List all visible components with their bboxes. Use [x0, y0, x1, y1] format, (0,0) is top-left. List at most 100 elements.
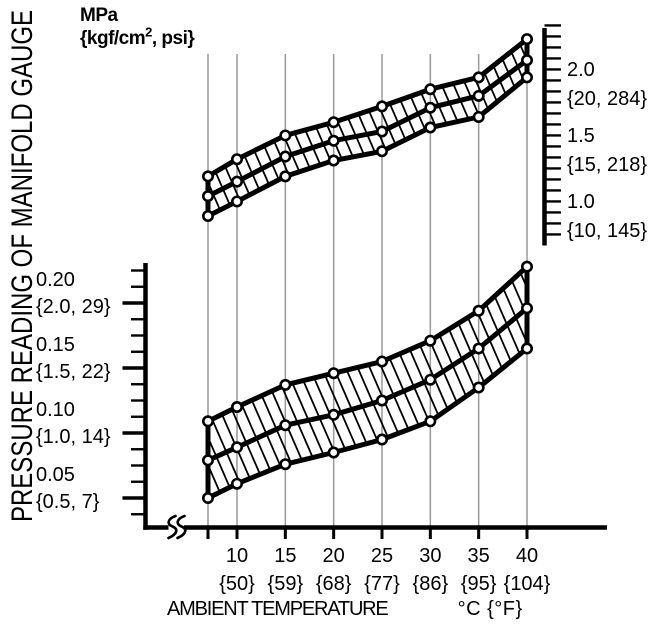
data-point-marker	[231, 195, 244, 208]
x-axis-label-20-alt: {68}	[315, 573, 352, 595]
x-axis-label-40: 40 {104}	[504, 542, 551, 598]
x-axis-label-20: 20 {68}	[316, 542, 352, 598]
data-point-marker	[520, 71, 533, 84]
low-side-lower-line	[206, 346, 529, 501]
data-point-marker	[279, 150, 292, 163]
axis-break-icon	[167, 514, 187, 540]
data-point-marker	[472, 110, 485, 123]
high-axis-label-2.0: 2.0 {20, 284}	[567, 56, 647, 114]
pressure-unit-label: MPa {kgf/cm2, psi}	[80, 4, 195, 50]
pressure-unit-alt-pre: {kgf/cm	[80, 28, 146, 49]
data-point-marker	[520, 260, 533, 273]
low-axis-label-0.10: 0.10 {1.0, 14}	[36, 397, 111, 451]
data-point-marker	[327, 446, 340, 459]
data-point-marker	[520, 33, 533, 46]
data-point-marker	[327, 408, 340, 421]
low-axis-label-0.10-value: 0.10	[36, 399, 75, 421]
x-axis-title: AMBIENT TEMPERATURE °C {°F}	[167, 598, 523, 621]
low-axis-label-0.05: 0.05 {0.5, 7}	[36, 462, 99, 516]
low-side-upper-line	[206, 264, 529, 424]
low-side-data-point-markers	[202, 260, 533, 504]
high-axis-label-1.5-value: 1.5	[567, 125, 595, 147]
data-point-marker	[279, 458, 292, 471]
data-point-marker	[375, 145, 388, 158]
data-point-marker	[279, 378, 292, 391]
x-axis-label-40-value: 40	[515, 545, 539, 567]
data-point-marker	[472, 304, 485, 317]
high-side-upper-line	[206, 37, 529, 179]
high-axis-label-1.0: 1.0 {10, 145}	[567, 188, 647, 246]
data-point-marker	[202, 190, 215, 203]
hatch-line	[208, 266, 237, 498]
data-point-marker	[231, 153, 244, 166]
hatch-line	[208, 266, 249, 498]
high-axis-label-1.0-value: 1.0	[567, 191, 595, 213]
data-point-marker	[424, 121, 437, 134]
high-side-lower-line	[206, 75, 529, 219]
data-point-marker	[202, 415, 215, 428]
x-axis-label-30-alt: {86}	[412, 573, 449, 595]
data-point-marker	[375, 394, 388, 407]
x-axis-label-35: 35 {95}	[461, 542, 497, 598]
x-axis-unit-text: °C {°F}	[457, 598, 523, 620]
high-axis-label-1.5-alt: {15, 218}	[567, 154, 648, 176]
x-axis-label-30-value: 30	[419, 545, 442, 567]
high-axis-label-1.5: 1.5 {15, 218}	[567, 122, 647, 180]
data-point-marker	[472, 89, 485, 102]
data-point-marker	[231, 441, 244, 454]
data-point-marker	[279, 129, 292, 142]
x-axis-label-25: 25 {77}	[364, 542, 400, 598]
data-point-marker	[231, 477, 244, 490]
high-axis-label-1.0-alt: {10, 145}	[567, 220, 648, 242]
low-axis-label-0.20: 0.20 {2.0, 29}	[36, 267, 111, 321]
low-axis-label-0.05-alt: {0.5, 7}	[36, 491, 100, 513]
low-axis-label-0.15: 0.15 {1.5, 22}	[36, 332, 111, 386]
y-axis-title: PRESSURE READING OF MANIFOLD GAUGE	[6, 9, 39, 523]
pressure-unit-alt-sup: 2	[145, 24, 152, 40]
data-point-marker	[327, 367, 340, 380]
data-point-marker	[279, 170, 292, 183]
x-axis-label-15-value: 15	[274, 545, 297, 567]
axes	[143, 28, 607, 530]
data-point-marker	[202, 209, 215, 222]
data-point-marker	[375, 355, 388, 368]
data-point-marker	[520, 54, 533, 67]
low-axis-label-0.15-alt: {1.5, 22}	[36, 361, 111, 383]
data-point-marker	[375, 100, 388, 113]
high-side-data-point-markers	[202, 33, 533, 222]
hatch-line	[503, 266, 527, 498]
data-point-marker	[202, 170, 215, 183]
data-point-marker	[424, 83, 437, 96]
data-point-marker	[472, 342, 485, 355]
x-axis-title-text: AMBIENT TEMPERATURE	[167, 598, 389, 620]
data-point-marker	[472, 381, 485, 394]
low-axis-label-0.15-value: 0.15	[36, 334, 75, 356]
data-point-marker	[327, 154, 340, 167]
data-point-marker	[424, 334, 437, 347]
data-point-marker	[424, 373, 437, 386]
pressure-unit-alt: {kgf/cm2, psi}	[80, 24, 195, 50]
high-axis-label-2.0-value: 2.0	[567, 59, 595, 81]
data-point-marker	[520, 342, 533, 355]
x-axis-label-30: 30 {86}	[413, 542, 449, 598]
x-axis-label-20-value: 20	[322, 545, 345, 567]
x-axis-label-10-value: 10	[225, 545, 249, 567]
axis-break-squiggle	[176, 514, 187, 540]
axis-break-squiggle	[167, 514, 178, 540]
low-side-middle-line	[206, 306, 529, 463]
high-side-middle-line	[206, 58, 529, 199]
x-axis-label-25-value: 25	[370, 545, 394, 567]
x-axis-label-40-alt: {104}	[503, 573, 551, 595]
low-axis-label-0.10-alt: {1.0, 14}	[36, 426, 111, 448]
data-point-marker	[375, 125, 388, 138]
low-axis-label-0.05-value: 0.05	[36, 464, 75, 486]
data-point-marker	[231, 400, 244, 413]
data-point-marker	[375, 433, 388, 446]
x-axis-label-35-alt: {95}	[460, 573, 497, 595]
high-axis-label-2.0-alt: {20, 284}	[567, 88, 648, 110]
hatch-line	[479, 266, 527, 498]
data-point-marker	[202, 454, 215, 467]
